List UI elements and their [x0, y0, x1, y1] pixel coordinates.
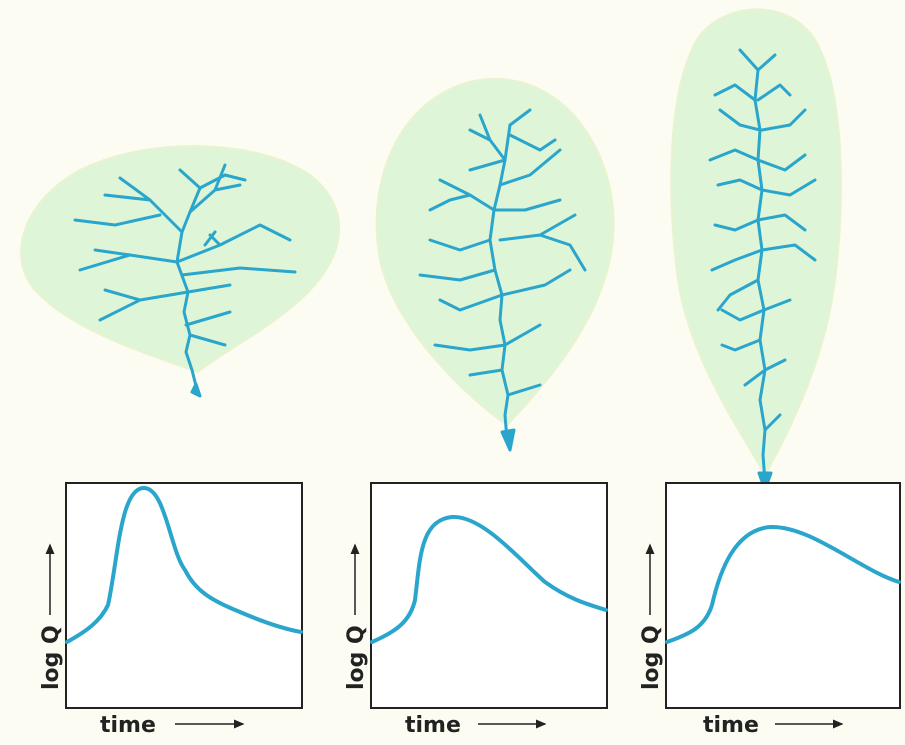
y-label: log Q: [39, 625, 64, 690]
hydrograph-curve: [65, 486, 303, 644]
river-network-2: [418, 108, 587, 452]
hydrograph-box: [65, 482, 303, 709]
x-label: time: [405, 713, 461, 738]
hydrograph-curve: [370, 514, 608, 644]
y-label: log Q: [344, 625, 369, 690]
panel-labels: log Q time log Q time log Q time: [39, 543, 844, 738]
x-label: time: [703, 713, 759, 738]
basin-teardrop: [375, 77, 615, 427]
x-label: time: [100, 713, 156, 738]
basin-round: [20, 145, 341, 374]
river-network-1: [73, 163, 297, 398]
y-label: log Q: [639, 625, 664, 690]
hydrograph-box: [665, 482, 901, 709]
river-network-3: [708, 48, 817, 492]
hydrograph-curve: [665, 524, 901, 644]
basin-elongated: [670, 8, 842, 478]
